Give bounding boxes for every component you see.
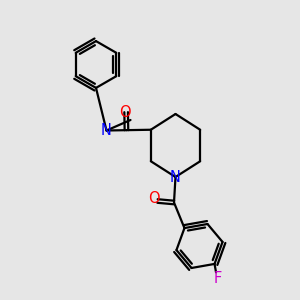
- Text: N: N: [101, 123, 112, 138]
- Text: F: F: [213, 271, 222, 286]
- Text: O: O: [119, 105, 130, 120]
- Text: O: O: [148, 191, 160, 206]
- Text: N: N: [170, 169, 181, 184]
